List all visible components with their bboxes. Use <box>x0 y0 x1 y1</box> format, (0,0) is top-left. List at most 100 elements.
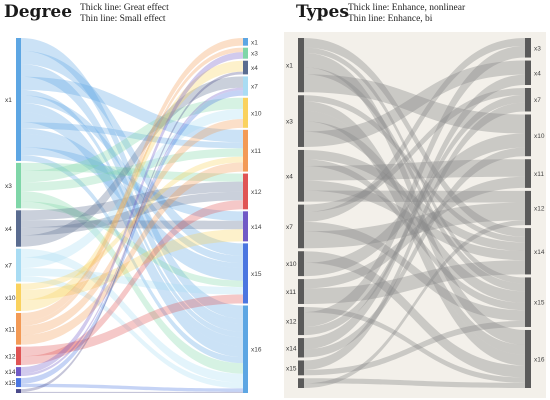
degree-flow-band <box>21 50 243 256</box>
types-left-node-label: x1 <box>286 63 293 70</box>
types-flow-band <box>304 67 525 292</box>
degree-flow-band <box>21 133 243 281</box>
degree-flow-band <box>21 294 243 357</box>
degree-flow-band <box>21 162 243 345</box>
degree-flow-band <box>21 38 243 319</box>
types-left-node-label: x15 <box>286 365 297 372</box>
degree-flow-band <box>21 60 243 311</box>
degree-flow-band <box>21 200 243 366</box>
types-left-node-bar <box>298 38 304 93</box>
types-flow-band <box>304 190 525 203</box>
degree-note-thick: Thick line: Great effect <box>80 2 169 13</box>
types-right-node-bar <box>525 38 531 58</box>
types-right-node-label: x7 <box>534 97 541 104</box>
degree-title: Degree <box>4 2 72 22</box>
types-right-node-label: x11 <box>534 171 544 178</box>
types-left-node-label: x12 <box>286 319 297 326</box>
types-flow-band <box>304 102 525 370</box>
degree-flows <box>21 38 243 393</box>
types-left-node-bar <box>298 204 304 249</box>
types-flow-band <box>304 74 525 134</box>
types-flow-band <box>304 121 525 303</box>
degree-flow-band <box>21 162 243 182</box>
degree-flow-band <box>21 147 243 221</box>
degree-right-node-bar <box>243 47 248 59</box>
degree-left-node-bar <box>16 389 21 393</box>
degree-right-node-label: x11 <box>251 148 261 155</box>
degree-flow-band <box>21 76 243 247</box>
degree-left-node-bar <box>16 210 21 247</box>
types-flows <box>304 38 525 388</box>
degree-flow-band <box>21 64 243 324</box>
types-flow-band <box>304 221 525 321</box>
types-left-node-bar <box>298 306 304 336</box>
types-right-node-bar <box>525 277 531 327</box>
types-right-node-bar <box>525 190 531 226</box>
types-right-node-label: x14 <box>534 249 545 256</box>
degree-left-node-label: x12 <box>5 353 16 360</box>
degree-right-node-label: x4 <box>251 65 258 72</box>
types-flow-band <box>304 38 525 237</box>
types-right-node-bar <box>525 60 531 86</box>
types-flow-band <box>304 378 525 388</box>
types-flow-band <box>304 88 525 212</box>
types-left-node-bar <box>298 338 304 358</box>
degree-flow-band <box>21 220 243 230</box>
types-right-node-label: x10 <box>534 133 545 140</box>
degree-flow-band <box>21 181 243 221</box>
degree-left-node-label: x1 <box>5 97 12 104</box>
degree-right-node-bar <box>243 211 248 242</box>
types-right-node-label: x4 <box>534 70 541 77</box>
degree-right-node-bar <box>243 97 248 128</box>
types-flow-band <box>304 260 525 304</box>
types-right-node-label: x3 <box>534 45 541 52</box>
types-panel-background <box>284 32 546 398</box>
degree-flow-band <box>21 148 243 192</box>
types-flow-band <box>304 52 525 345</box>
types-left-node-bar <box>298 149 304 202</box>
degree-left-node-bar <box>16 162 21 209</box>
degree-left-node-bar <box>16 312 21 345</box>
degree-flow-band <box>21 97 243 183</box>
types-left-node-label: x3 <box>286 119 293 126</box>
types-right-node-bar <box>525 329 531 388</box>
degree-flow-band <box>21 268 243 295</box>
degree-left-node-bar <box>16 248 21 282</box>
types-flow-band <box>304 159 525 311</box>
types-flow-band <box>304 159 525 181</box>
degree-flow-band <box>21 275 243 389</box>
degree-left-node-label: x7 <box>5 263 12 270</box>
degree-flow-band <box>21 383 243 392</box>
types-flow-band <box>304 74 525 350</box>
types-left-node-bar <box>298 378 304 388</box>
types-right-node-label: x16 <box>534 356 545 363</box>
degree-left-node-bar <box>16 283 21 311</box>
types-flow-band <box>304 47 525 284</box>
types-right-node-label: x15 <box>534 300 545 307</box>
degree-flow-band <box>21 90 243 384</box>
degree-note-thin: Thin line: Small effect <box>80 13 166 24</box>
degree-flow-band <box>21 76 243 143</box>
degree-right-node-label: x14 <box>251 224 262 231</box>
degree-left-node-bar <box>16 367 21 377</box>
degree-flow-band <box>21 122 243 149</box>
types-left-node-bar <box>298 251 304 277</box>
degree-right-node-label: x1 <box>251 39 258 46</box>
types-flow-band <box>304 133 525 277</box>
degree-flow-band <box>21 191 243 236</box>
degree-right-node-bar <box>243 129 248 172</box>
types-flow-band <box>304 180 525 261</box>
types-flow-band <box>304 95 525 243</box>
types-left-node-label: x4 <box>286 173 293 180</box>
degree-flow-band <box>21 111 243 358</box>
types-flow-band <box>304 149 525 252</box>
degree-flow-band <box>21 95 243 264</box>
types-left-node-label: x10 <box>286 261 297 268</box>
types-title: Types <box>296 2 349 22</box>
degree-flow-band <box>21 391 243 393</box>
types-nodes: x1 x3 x4 x7 x10 x11 x12 x14 x15 x3 x4 x7 x10 x11 x12 x1… <box>286 38 545 388</box>
degree-left-node-label: x14 <box>5 369 16 376</box>
degree-nodes: x1 x3 x4 x7 x10 x11 x12 x14 x15 x1 x3 x4 x7 x10 x11 x12… <box>5 38 262 393</box>
types-left-node-label: x11 <box>286 289 296 296</box>
types-left-node-bar <box>298 360 304 376</box>
